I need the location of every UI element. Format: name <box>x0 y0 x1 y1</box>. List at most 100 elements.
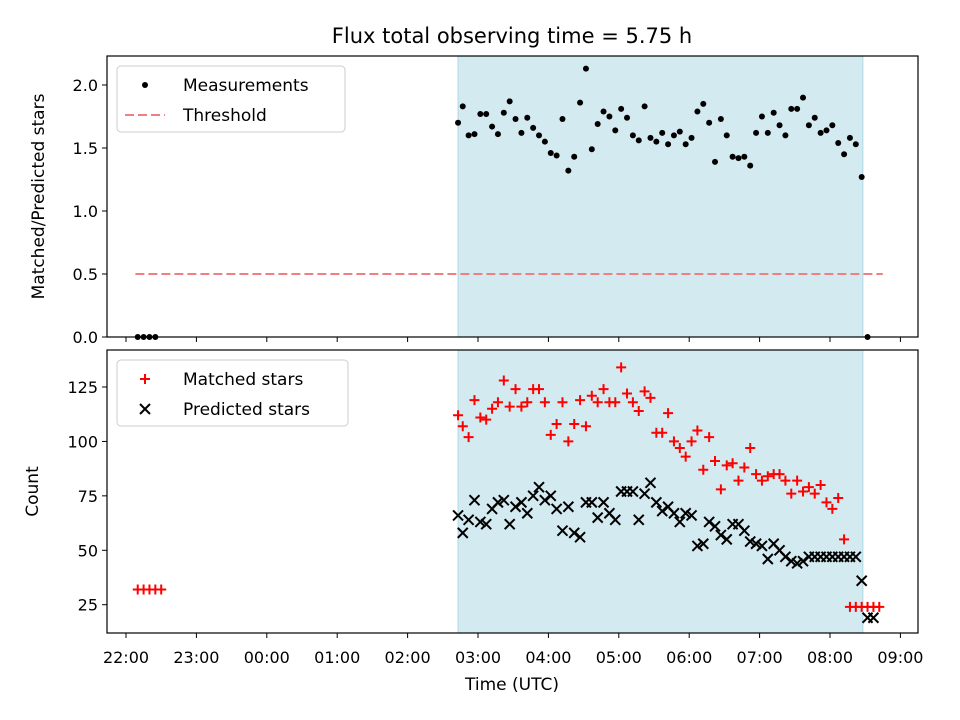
matched-star-point <box>680 451 691 462</box>
predicted-star-point <box>762 553 774 565</box>
matched-star-point <box>721 460 732 471</box>
measurement-point <box>641 103 648 110</box>
matched-star-point <box>792 475 803 486</box>
matched-star-point <box>874 601 885 612</box>
matched-star-point <box>686 436 697 447</box>
bottom-axes-frame <box>106 349 919 634</box>
measurement-point <box>800 94 807 101</box>
bottom-y-tick-label: 125 <box>67 378 98 397</box>
x-tick-label: 01:00 <box>314 648 360 667</box>
predicted-star-point <box>503 518 516 530</box>
measurement-point <box>647 134 654 141</box>
predicted-star-point <box>457 527 469 539</box>
top-observing-window <box>457 55 864 338</box>
matched-star-point <box>715 484 726 495</box>
predicted-star-point <box>574 531 586 543</box>
matched-star-point <box>809 488 820 499</box>
matched-star-point <box>698 464 709 475</box>
legend-matched-marker <box>140 374 150 384</box>
bottom-legend: Matched stars Predicted stars <box>116 359 349 427</box>
top-y-tick-label: 1.5 <box>73 139 98 158</box>
measurement-point <box>506 98 513 105</box>
predicted-star-point <box>797 555 809 567</box>
measurement-point <box>723 132 730 139</box>
measurement-point <box>741 153 748 160</box>
top-y-tick-label: 2.0 <box>73 76 98 95</box>
measurement-point <box>753 129 760 136</box>
measurement-point <box>735 155 742 162</box>
legend-measurements-marker <box>142 82 148 88</box>
predicted-star-point <box>545 490 557 502</box>
measurement-point <box>782 132 789 139</box>
measurement-point <box>483 110 490 117</box>
matched-star-point <box>563 436 574 447</box>
matched-star-point <box>498 375 509 386</box>
matched-star-point <box>469 395 480 406</box>
predicted-star-point <box>527 490 539 502</box>
predicted-star-point <box>568 527 580 539</box>
matched-star-point <box>487 403 498 414</box>
predicted-star-point <box>562 501 575 513</box>
measurement-point <box>582 65 589 72</box>
matched-star-point <box>627 397 638 408</box>
top-y-tick-label: 0.0 <box>73 328 98 347</box>
predicted-star-point <box>685 509 698 522</box>
matched-star-point <box>751 469 762 480</box>
measurement-point <box>805 122 812 129</box>
matched-star-point <box>586 390 597 401</box>
matched-star-point <box>545 429 556 440</box>
measurement-point <box>670 132 677 139</box>
measurement-point <box>489 123 496 130</box>
measurement-point <box>665 141 672 148</box>
predicted-star-point <box>627 485 639 498</box>
matched-star-point <box>580 421 591 432</box>
measurement-point <box>624 114 631 121</box>
predicted-star-point <box>850 551 862 563</box>
measurement-point <box>635 137 642 144</box>
x-tick-label: 22:00 <box>103 648 149 667</box>
measurement-point <box>659 129 666 136</box>
predicted-star-point <box>703 516 715 528</box>
predicted-star-point <box>586 496 598 509</box>
x-axis: 22:00 23:00 00:00 01:00 02:00 03:00 04:00 05:00… <box>103 648 924 667</box>
matched-star-point <box>663 408 674 419</box>
measurement-point <box>594 121 601 128</box>
matched-star-point <box>475 412 486 423</box>
chart-title: Flux total observing time = 5.75 h <box>332 24 692 48</box>
predicted-star-point <box>468 494 481 506</box>
bottom-panel: 25 50 75 100 125 Count Matched stars Predicted … <box>23 349 919 638</box>
matched-star-point <box>516 401 527 412</box>
measurement-point <box>817 129 824 136</box>
measurement-point <box>758 113 765 120</box>
x-tick-label: 00:00 <box>244 648 290 667</box>
x-tick-label: 02:00 <box>385 648 431 667</box>
matched-star-point <box>557 397 568 408</box>
measurement-point <box>500 109 507 116</box>
measurement-point <box>565 167 572 174</box>
measurement-point <box>618 105 625 112</box>
predicted-star-point <box>452 509 464 522</box>
top-legend: Measurements Threshold <box>116 65 346 133</box>
measurement-point <box>588 146 595 153</box>
bottom-y-tick-label: 50 <box>78 541 98 560</box>
matched-star-point <box>569 419 580 430</box>
measurement-point <box>706 119 713 126</box>
measurement-point <box>530 124 537 131</box>
legend-predicted-marker <box>139 403 151 415</box>
predicted-star-point <box>521 507 533 519</box>
matched-star-point <box>674 442 685 453</box>
matched-star-point <box>839 534 850 545</box>
predicted-star-point <box>539 494 551 506</box>
matched-star-point <box>504 401 515 412</box>
matched-star-point <box>645 392 656 403</box>
matched-star-point <box>457 421 468 432</box>
measurement-point <box>465 132 472 139</box>
x-tick-label: 06:00 <box>666 648 712 667</box>
matched-star-point <box>592 397 603 408</box>
legend-entry-label: Predicted stars <box>183 400 310 420</box>
measurement-point <box>794 105 801 112</box>
predicted-star-point <box>644 477 657 489</box>
matched-star-point <box>739 462 750 473</box>
predicted-star-point <box>650 496 663 509</box>
